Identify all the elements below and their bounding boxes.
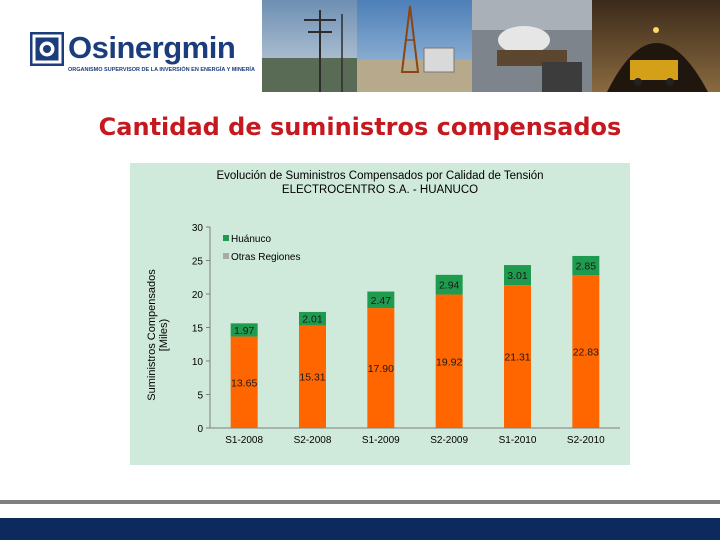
- bar-huanuco: [504, 265, 531, 286]
- page-title: Cantidad de suministros compensados: [98, 113, 622, 141]
- footer-gap: [6, 504, 720, 518]
- y-tick-label: 25: [192, 257, 204, 268]
- y-tick-label: 0: [197, 424, 203, 435]
- data-label-huanuco: 3.01: [507, 270, 528, 282]
- header-photo-collage: [262, 0, 720, 92]
- data-label-huanuco: 1.97: [234, 325, 255, 337]
- bar-huanuco: [435, 274, 463, 295]
- y-tick-label: 5: [197, 391, 203, 402]
- bar-otras-regiones: [435, 294, 463, 428]
- header: Osinergmin ORGANISMO SUPERVISOR DE LA IN…: [0, 0, 720, 92]
- bar-huanuco: [572, 255, 600, 276]
- legend-swatch: [223, 235, 229, 241]
- legend-swatch: [223, 253, 229, 259]
- data-label-huanuco: 2.01: [302, 314, 323, 326]
- data-label-huanuco: 2.85: [576, 260, 597, 272]
- x-tick-label: S1-2008: [225, 435, 263, 446]
- x-tick-label: S2-2009: [430, 435, 468, 446]
- brand-name: Osinergmin: [68, 30, 236, 65]
- x-tick-label: S2-2010: [567, 435, 605, 446]
- legend-label: Huánuco: [231, 234, 271, 245]
- bar-otras-regiones: [504, 285, 531, 428]
- footer-divider: [0, 500, 720, 504]
- x-tick-label: S2-2008: [294, 435, 332, 446]
- logo-mark-icon: [30, 32, 64, 66]
- data-label-otras-regiones: 22.83: [573, 347, 599, 359]
- data-label-otras-regiones: 13.65: [231, 377, 257, 389]
- chart-title: Evolución de Suministros Compensados por…: [130, 169, 630, 197]
- y-tick-label: 20: [192, 290, 204, 301]
- y-tick-label: 15: [192, 324, 204, 335]
- chart-title-line: Evolución de Suministros Compensados por…: [216, 170, 544, 182]
- chart-subtitle: ELECTROCENTRO S.A. - HUANUCO: [281, 184, 479, 196]
- data-label-otras-regiones: 21.31: [504, 352, 530, 364]
- bar-huanuco: [367, 291, 395, 309]
- y-tick-label: 30: [192, 223, 204, 234]
- bar-huanuco: [299, 311, 326, 326]
- bar-huanuco: [230, 323, 258, 337]
- osinergmin-logo: Osinergmin ORGANISMO SUPERVISOR DE LA IN…: [30, 30, 255, 78]
- data-label-otras-regiones: 17.90: [368, 363, 394, 375]
- x-tick-label: S1-2010: [499, 435, 537, 446]
- y-tick-label: 10: [192, 357, 204, 368]
- data-label-otras-regiones: 15.31: [299, 372, 325, 384]
- bar-otras-regiones: [572, 275, 600, 428]
- bar-otras-regiones: [230, 336, 258, 428]
- legend-label: Otras Regiones: [231, 252, 300, 263]
- data-label-huanuco: 2.94: [439, 280, 460, 292]
- data-label-huanuco: 2.47: [371, 295, 392, 307]
- bar-otras-regiones: [299, 325, 326, 428]
- footer-bar: [0, 518, 720, 540]
- data-label-otras-regiones: 19.92: [436, 356, 462, 368]
- bar-otras-regiones: [367, 308, 395, 428]
- x-tick-label: S1-2009: [362, 435, 400, 446]
- brand-tagline: ORGANISMO SUPERVISOR DE LA INVERSIÓN EN …: [68, 67, 255, 73]
